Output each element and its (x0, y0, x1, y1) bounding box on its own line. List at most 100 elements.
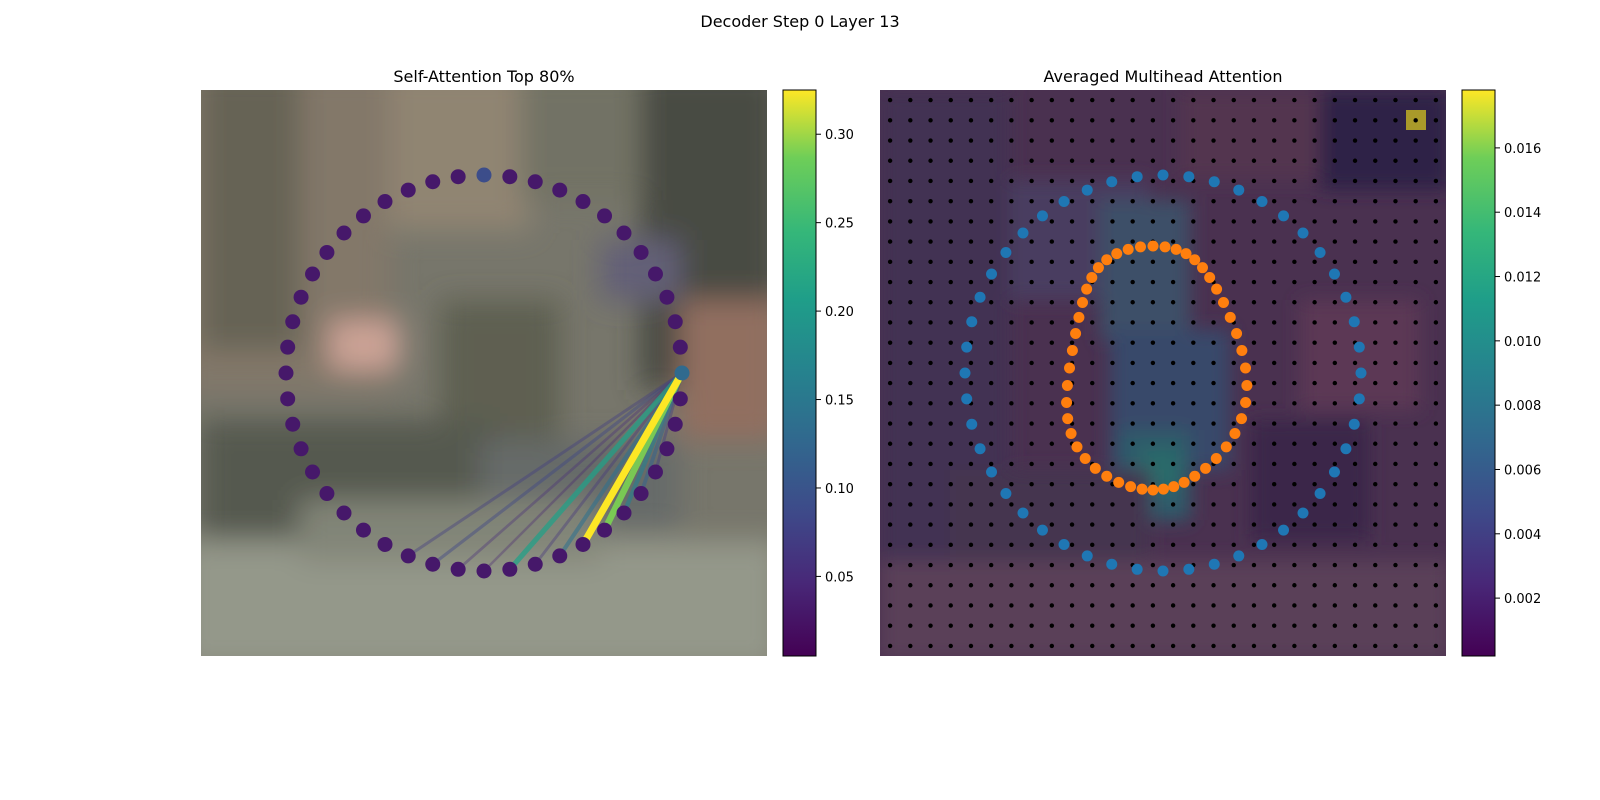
grid-point (988, 421, 994, 426)
grid-point (948, 562, 953, 568)
grid-point (948, 461, 953, 467)
inner-ring-point (1089, 462, 1101, 474)
grid-point (1110, 380, 1115, 386)
grid-point (928, 542, 933, 548)
grid-point (1312, 300, 1317, 305)
inner-ring-point (1180, 248, 1192, 260)
colorbar-tick-label: 0.010 (1504, 335, 1541, 350)
grid-point (1433, 158, 1439, 163)
grid-point (1130, 138, 1135, 143)
grid-point (908, 138, 913, 143)
grid-point (1292, 481, 1297, 487)
grid-point (1352, 583, 1358, 588)
grid-point (1312, 239, 1317, 244)
grid-point (928, 158, 933, 163)
grid-point (1009, 178, 1014, 184)
grid-point (1292, 219, 1297, 224)
grid-point (948, 138, 953, 143)
grid-point (1312, 461, 1317, 467)
grid-point (1292, 158, 1297, 163)
grid-point (1130, 421, 1135, 426)
grid-point (908, 178, 913, 184)
grid-point (1009, 158, 1014, 163)
grid-point (968, 562, 974, 568)
grid-point (1271, 583, 1277, 588)
grid-point (948, 522, 953, 527)
grid-point (968, 300, 974, 305)
ring-point (377, 536, 393, 552)
grid-point (1292, 562, 1297, 568)
grid-point (1191, 198, 1196, 204)
grid-point (1090, 239, 1095, 244)
grid-point (1352, 198, 1358, 204)
grid-point (1312, 158, 1317, 163)
grid-point (1211, 583, 1216, 588)
grid-point (1110, 623, 1115, 628)
grid-point (1292, 421, 1297, 426)
grid-point (908, 259, 913, 265)
ring-point (355, 208, 371, 224)
inner-ring-point (1070, 328, 1082, 340)
grid-point (1170, 198, 1176, 204)
grid-point (928, 340, 933, 345)
grid-point (1433, 623, 1439, 628)
grid-point (1049, 219, 1055, 224)
grid-point (1170, 219, 1176, 224)
grid-point (988, 542, 994, 548)
grid-point (1090, 401, 1095, 406)
grid-point (1433, 178, 1439, 184)
outer-ring-point (1340, 443, 1352, 455)
grid-point (1029, 97, 1034, 103)
grid-point (1251, 522, 1257, 527)
grid-point (1110, 219, 1115, 224)
colorbar-tick-label: 0.05 (825, 570, 854, 585)
grid-point (1130, 461, 1135, 467)
grid-point (1170, 239, 1176, 244)
grid-point (1150, 623, 1156, 628)
grid-point (1251, 401, 1257, 406)
grid-point (1049, 97, 1055, 103)
grid-point (1170, 583, 1176, 588)
grid-point (928, 401, 933, 406)
grid-point (1130, 643, 1135, 649)
grid-point (948, 198, 953, 204)
grid-point (1352, 178, 1358, 184)
ring-point (285, 416, 301, 432)
grid-point (1069, 481, 1075, 487)
grid-point (908, 219, 913, 224)
query-point (674, 365, 690, 381)
grid-point (1332, 320, 1338, 325)
outer-ring-point (1208, 558, 1220, 570)
grid-point (1191, 279, 1196, 285)
grid-point (1029, 401, 1034, 406)
grid-point (968, 502, 974, 507)
grid-point (1110, 300, 1115, 305)
grid-point (1332, 97, 1338, 103)
grid-point (887, 239, 893, 244)
grid-point (887, 603, 893, 608)
grid-point (1069, 97, 1075, 103)
grid-point (1413, 380, 1418, 386)
grid-point (1130, 380, 1135, 386)
grid-point (1191, 300, 1196, 305)
grid-point (1271, 178, 1277, 184)
grid-point (1069, 279, 1075, 285)
grid-point (887, 198, 893, 204)
grid-point (928, 97, 933, 103)
colorbar-tick-label: 0.10 (825, 482, 854, 497)
grid-point (1191, 320, 1196, 325)
grid-point (928, 603, 933, 608)
ring-point (552, 182, 568, 198)
outer-ring-point (1328, 466, 1340, 478)
outer-ring-point (1297, 507, 1309, 519)
grid-point (1231, 461, 1236, 467)
grid-point (1009, 300, 1014, 305)
grid-point (1292, 502, 1297, 507)
grid-point (948, 421, 953, 426)
grid-point (1352, 360, 1358, 366)
grid-point (1251, 542, 1257, 548)
grid-point (1271, 360, 1277, 366)
grid-point (988, 279, 994, 285)
grid-point (1433, 401, 1439, 406)
grid-point (1150, 97, 1156, 103)
